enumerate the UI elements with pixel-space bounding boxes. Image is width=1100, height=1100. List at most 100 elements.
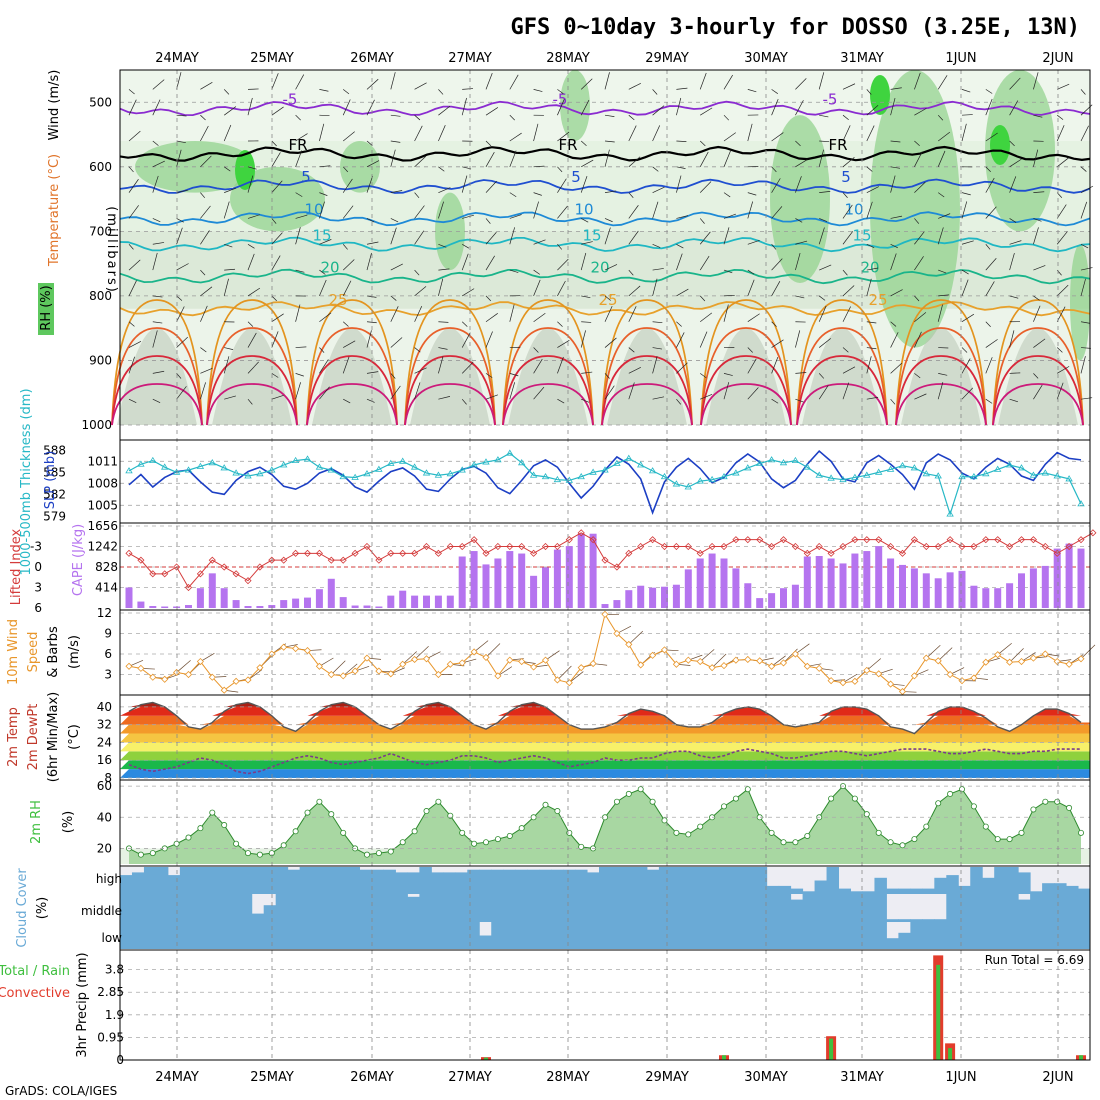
wind-barb xyxy=(152,218,161,223)
wind-barb xyxy=(1080,278,1086,296)
thickness-point xyxy=(708,475,716,483)
thickness-point xyxy=(589,468,597,475)
cloud-bar xyxy=(838,894,851,922)
date-label-top: 1JUN xyxy=(945,51,976,66)
wind-barb xyxy=(1080,185,1094,193)
cloud-bar xyxy=(275,867,289,894)
wind-barb xyxy=(771,339,784,348)
wind-speed-point xyxy=(125,662,133,670)
wind-barb xyxy=(818,373,825,379)
wind-barb xyxy=(628,156,641,168)
wind-barb xyxy=(914,231,925,245)
wind-barb xyxy=(818,385,829,400)
temp-band xyxy=(120,724,1090,734)
cloud-bar xyxy=(802,894,816,922)
wind-barb-10m xyxy=(319,657,334,667)
wind-barb xyxy=(1033,114,1043,118)
wind-barb xyxy=(533,239,546,245)
cape-bar xyxy=(375,606,383,608)
wind10m-speed-label: Speed xyxy=(26,632,41,673)
wind-barb xyxy=(819,114,829,118)
wind-barb xyxy=(319,89,329,92)
wind-barb xyxy=(271,373,279,378)
rh-point xyxy=(804,832,811,839)
lifted-point xyxy=(196,570,204,578)
wind-barb xyxy=(747,269,755,275)
cape-bar xyxy=(958,570,966,608)
wind-barb xyxy=(319,312,332,323)
temperature-contour-label: 5 xyxy=(841,168,851,186)
thickness-point xyxy=(732,469,740,476)
temperature-arch xyxy=(796,355,888,426)
wind-barb xyxy=(485,295,492,302)
temp-tick: 24 xyxy=(97,735,112,749)
wind-barb xyxy=(604,72,610,90)
wind-barb xyxy=(176,306,185,322)
lifted-point xyxy=(851,536,859,544)
precip-convective-bar xyxy=(948,1048,953,1060)
cloud-bar xyxy=(886,919,899,922)
wind-barb xyxy=(1009,158,1022,168)
cloud-bar xyxy=(263,867,277,894)
wind-barb xyxy=(937,192,945,198)
cloud-bar xyxy=(227,922,241,949)
cloud-bar xyxy=(503,869,516,894)
wind-barb xyxy=(890,140,901,143)
precip-tick: 2.85 xyxy=(97,985,124,999)
wind-barb xyxy=(128,130,141,142)
rh-point xyxy=(137,851,144,858)
cape-bar xyxy=(601,604,609,608)
wind-barb xyxy=(747,347,753,353)
cloud-bar xyxy=(1066,922,1079,949)
rh-point xyxy=(209,809,216,816)
cloud-bar xyxy=(299,894,313,922)
wind-barb xyxy=(438,356,444,374)
wind-barb xyxy=(366,371,379,374)
wind-barb xyxy=(390,140,401,143)
wind-barb xyxy=(771,178,781,193)
cloud-bar xyxy=(718,922,732,949)
wind-speed-point xyxy=(1029,654,1037,662)
wind-barb xyxy=(723,74,733,90)
cloud-bar xyxy=(730,894,744,922)
cloud-bar xyxy=(862,894,875,922)
wind-barb-10m xyxy=(842,673,858,683)
cape-bar xyxy=(506,551,514,608)
cape-bar xyxy=(899,564,906,608)
wind-barb xyxy=(652,201,659,219)
wind-barb-10m xyxy=(699,649,715,662)
wind-barb xyxy=(223,356,230,374)
thickness-point xyxy=(886,465,895,472)
run-total-label: Run Total = 6.69 xyxy=(985,953,1084,967)
wind-barb xyxy=(295,133,308,142)
wind-barb xyxy=(152,398,161,403)
rh-point xyxy=(625,790,632,797)
cloud-bar xyxy=(982,894,995,922)
wind-speed-point xyxy=(815,664,823,672)
lifted-point xyxy=(292,549,300,557)
rh-point xyxy=(340,829,347,836)
wind-barb xyxy=(557,99,565,116)
wind-barb xyxy=(747,192,757,196)
wind-barb xyxy=(247,97,253,116)
wind-barb xyxy=(699,151,709,167)
wind-barb xyxy=(438,201,444,219)
thickness-point xyxy=(482,458,490,465)
temperature-arch xyxy=(111,299,203,426)
wind-barb xyxy=(723,213,737,219)
wind-barb xyxy=(890,175,896,193)
wind-barb xyxy=(1080,125,1089,142)
wind-barb xyxy=(961,201,968,219)
wind-barb xyxy=(1009,140,1015,147)
wind-barb xyxy=(485,232,497,245)
lifted-point xyxy=(649,536,657,544)
wind-barb xyxy=(938,269,947,274)
cloud-bar xyxy=(347,922,361,949)
lifted-point xyxy=(351,549,359,557)
lifted-point xyxy=(482,549,490,557)
wind-barb-10m xyxy=(557,665,572,681)
wind-barb xyxy=(128,89,135,95)
wind-barb xyxy=(533,312,546,323)
thickness-point xyxy=(851,473,859,480)
cloud-bar xyxy=(587,922,600,949)
